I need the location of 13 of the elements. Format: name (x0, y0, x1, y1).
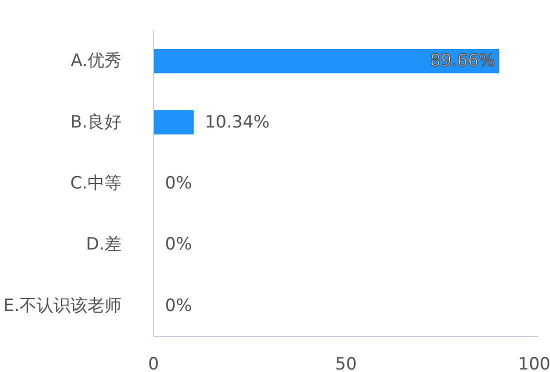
data-label: 10.34% (204, 112, 270, 132)
y-tick-label: D.差 (86, 234, 122, 255)
x-tick-label: 50 (335, 354, 357, 372)
y-tick-label: C.中等 (70, 174, 122, 194)
x-tick-label: 100 (518, 354, 550, 372)
data-label: 0% (165, 234, 192, 255)
data-label: 0% (165, 296, 192, 316)
data-label: 0% (165, 174, 192, 194)
y-tick-label: B.良好 (70, 112, 122, 132)
data-label: 89.66% (430, 51, 495, 72)
y-tick-label: E.不认识该老师 (3, 296, 122, 316)
y-tick-label: A.优秀 (70, 51, 122, 72)
x-tick-label: 0 (148, 354, 159, 372)
